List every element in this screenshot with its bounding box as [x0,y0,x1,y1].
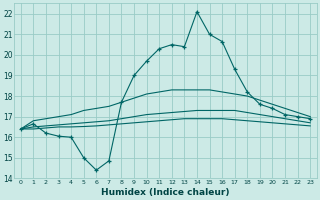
X-axis label: Humidex (Indice chaleur): Humidex (Indice chaleur) [101,188,230,197]
